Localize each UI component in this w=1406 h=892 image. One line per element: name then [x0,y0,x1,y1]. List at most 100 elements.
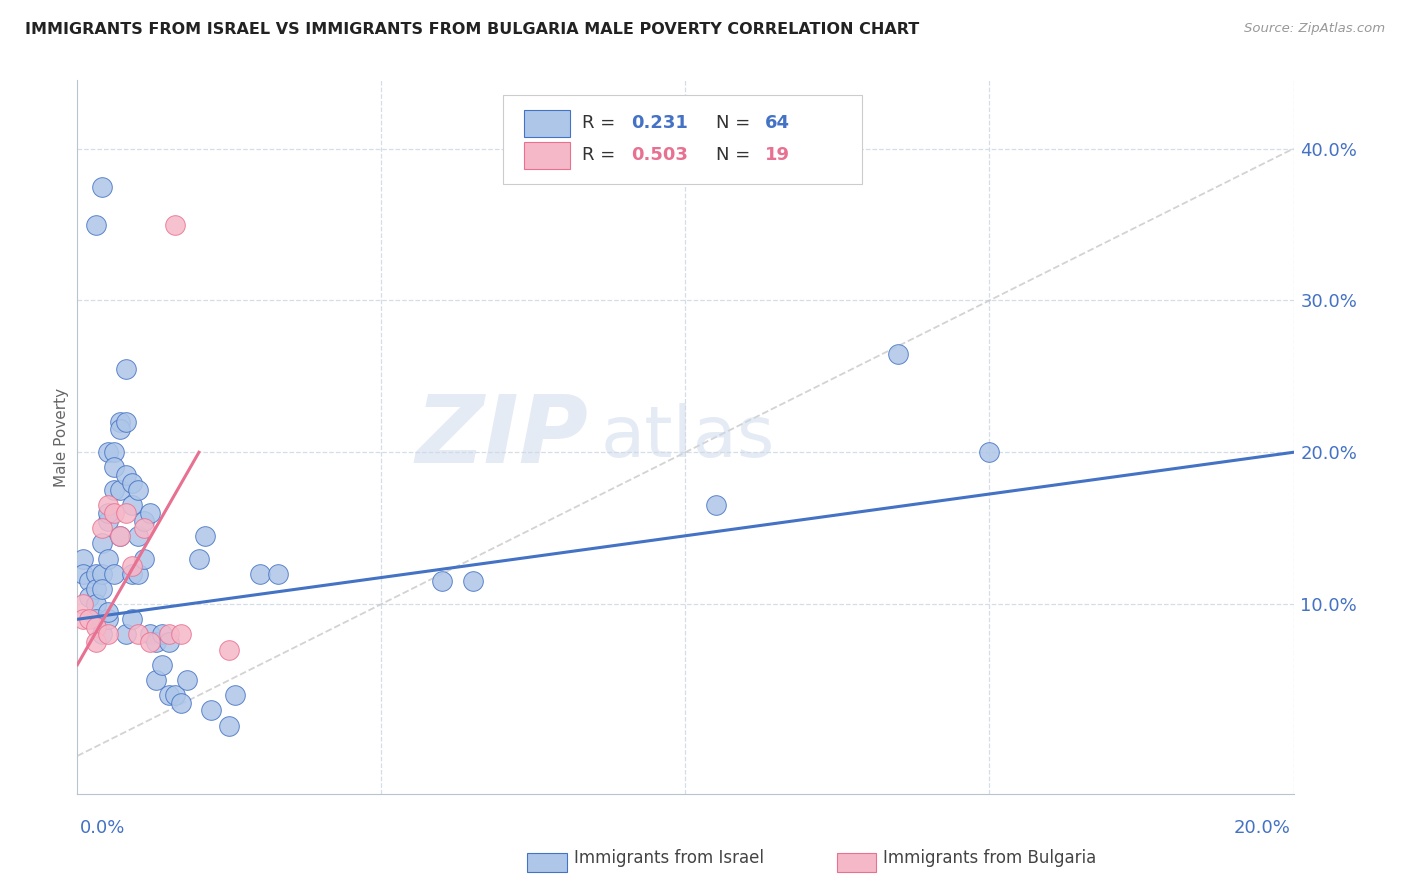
Point [115,415,138,429]
Point [72,612,94,626]
Point [121,559,143,574]
Point [432,574,454,589]
Point [90,536,112,550]
Point [103,483,125,498]
Point [224,688,246,702]
Point [218,718,240,732]
Point [108,422,131,436]
Point [194,529,217,543]
Text: 0.0%: 0.0% [80,819,125,837]
Point [152,627,174,641]
Point [103,460,125,475]
Point [200,703,222,717]
Point [121,566,143,581]
Point [72,597,94,611]
Point [97,499,120,513]
Point [157,688,180,702]
Text: Immigrants from Israel: Immigrants from Israel [574,849,763,867]
Point [115,361,138,376]
Point [97,612,120,626]
Point [115,506,138,520]
Point [188,551,211,566]
Point [72,551,94,566]
Point [121,475,143,490]
Point [127,566,149,581]
Text: 0.503: 0.503 [631,146,688,164]
Point [267,566,290,581]
Point [134,551,156,566]
Text: N =: N = [716,146,756,164]
Point [163,688,186,702]
Point [84,620,107,634]
Point [103,445,125,459]
Point [170,696,193,710]
Point [108,415,131,429]
Point [97,551,120,566]
Text: IMMIGRANTS FROM ISRAEL VS IMMIGRANTS FROM BULGARIA MALE POVERTY CORRELATION CHAR: IMMIGRANTS FROM ISRAEL VS IMMIGRANTS FRO… [25,22,920,37]
Point [139,627,162,641]
Point [84,635,107,649]
Point [157,627,180,641]
Text: N =: N = [716,114,756,132]
Point [704,499,727,513]
Point [134,521,156,535]
Point [84,218,107,232]
FancyBboxPatch shape [503,95,862,184]
Point [84,597,107,611]
Text: R =: R = [582,114,621,132]
Point [108,483,131,498]
Text: 0.231: 0.231 [631,114,688,132]
Point [139,635,162,649]
Point [887,346,910,360]
Point [90,627,112,641]
Point [139,506,162,520]
Point [115,627,138,641]
Point [79,574,101,589]
Point [121,612,143,626]
Bar [523,143,569,169]
Text: 64: 64 [765,114,790,132]
Text: 20.0%: 20.0% [1234,819,1291,837]
Text: atlas: atlas [600,402,775,472]
Point [90,566,112,581]
Point [103,566,125,581]
Point [163,218,186,232]
Point [127,529,149,543]
Point [90,521,112,535]
Point [108,529,131,543]
Point [249,566,271,581]
Point [84,612,107,626]
Point [90,179,112,194]
Point [84,582,107,596]
Text: ZIP: ZIP [415,391,588,483]
Point [152,657,174,672]
Point [72,566,94,581]
Point [121,499,143,513]
Point [127,483,149,498]
Point [97,605,120,619]
Point [157,635,180,649]
Point [97,445,120,459]
Point [90,582,112,596]
Point [79,590,101,604]
Point [170,627,193,641]
Point [97,514,120,528]
Text: Immigrants from Bulgaria: Immigrants from Bulgaria [883,849,1097,867]
Point [127,627,149,641]
Text: Source: ZipAtlas.com: Source: ZipAtlas.com [1244,22,1385,36]
Point [97,506,120,520]
Text: 19: 19 [765,146,790,164]
Point [103,506,125,520]
Point [108,529,131,543]
Point [176,673,198,687]
Point [115,468,138,483]
Text: R =: R = [582,146,621,164]
Point [979,445,1001,459]
Bar [523,111,569,137]
Point [84,566,107,581]
Point [145,635,167,649]
Point [97,627,120,641]
Y-axis label: Male Poverty: Male Poverty [53,387,69,487]
Point [79,612,101,626]
Point [145,673,167,687]
